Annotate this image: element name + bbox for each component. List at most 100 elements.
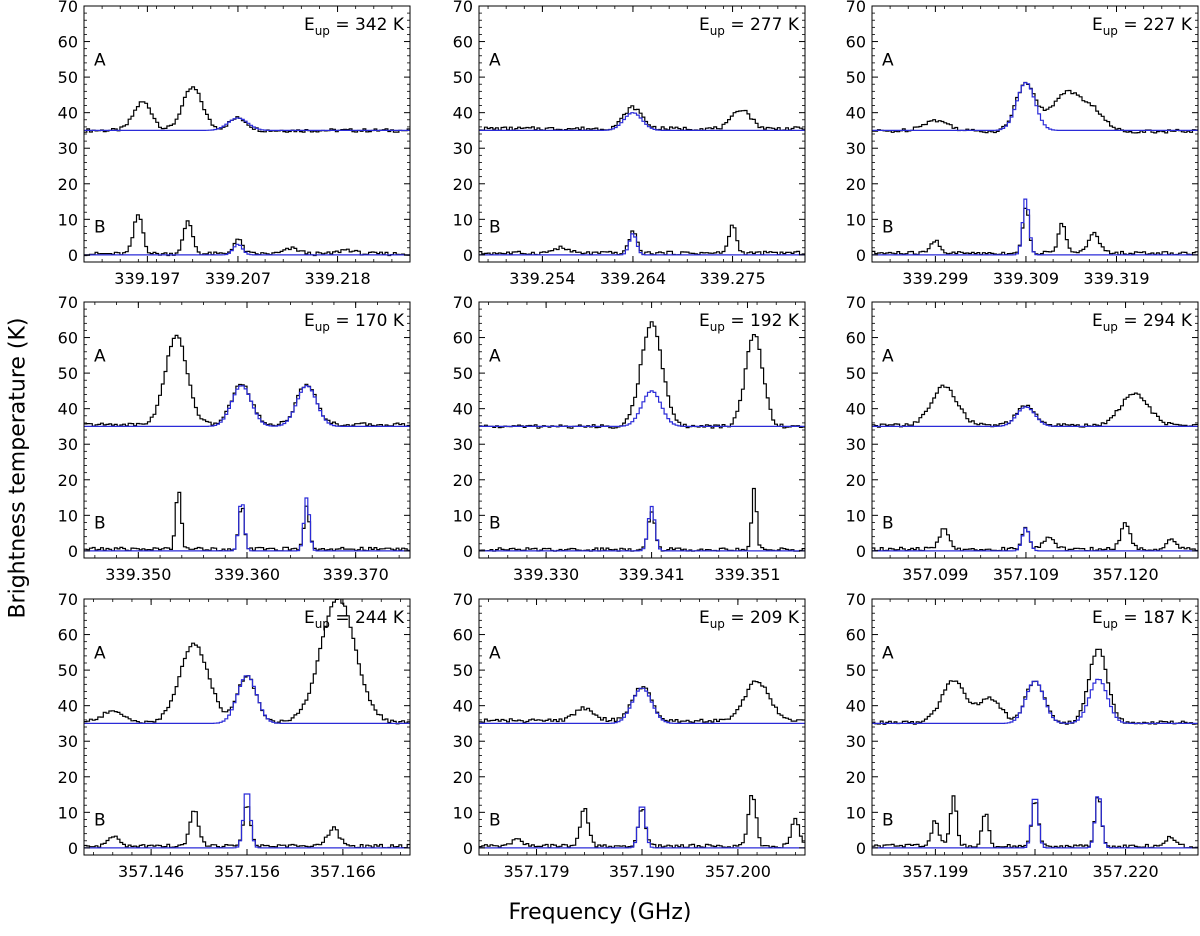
y-tick-label: 60: [58, 33, 78, 52]
eup-label: Eup = 277 K: [699, 15, 800, 38]
observed-B-trace: [872, 207, 1198, 256]
model-A-trace: [872, 82, 1198, 131]
y-tick-label: 10: [846, 803, 866, 822]
model-B-trace: [479, 806, 805, 849]
plot-frame: [83, 5, 411, 263]
y-tick-label: 40: [846, 104, 866, 123]
x-tick-label: 357.190: [609, 862, 675, 881]
y-tick-label: 30: [453, 139, 473, 158]
y-tick-label: 10: [453, 506, 473, 525]
x-tick-label: 357.200: [705, 862, 771, 881]
eup-label: Eup = 294 K: [1092, 311, 1193, 334]
y-tick-label: 10: [846, 210, 866, 229]
label-a: A: [489, 643, 501, 663]
x-tick-label: 357.179: [503, 862, 569, 881]
label-a: A: [489, 50, 501, 70]
y-tick-label: 40: [58, 697, 78, 716]
x-tick-label: 339.319: [1083, 269, 1149, 288]
y-tick-label: 50: [453, 68, 473, 87]
y-tick-label: 20: [453, 768, 473, 787]
y-tick-label: 10: [58, 210, 78, 229]
y-tick-label: 40: [453, 697, 473, 716]
plot-frame: [83, 301, 411, 559]
y-tick-label: 50: [453, 661, 473, 680]
observed-B-trace: [479, 224, 805, 256]
y-tick-label: 40: [58, 400, 78, 419]
label-a: A: [882, 643, 894, 663]
panel-5: 0 10 20 30 40 50 60 70 339.330 339.341 339.351 A B Eu…: [453, 293, 806, 584]
observed-B-trace: [872, 522, 1198, 552]
y-tick-label: 0: [68, 839, 78, 858]
x-tick-label: 339.299: [902, 269, 968, 288]
observed-B-trace: [872, 795, 1198, 849]
plot-frame: [83, 598, 411, 856]
label-a: A: [94, 346, 106, 366]
label-b: B: [882, 513, 894, 533]
label-a: A: [94, 50, 106, 70]
y-tick-label: 60: [846, 626, 866, 645]
y-tick-label: 60: [846, 33, 866, 52]
x-tick-label: 357.210: [1002, 862, 1068, 881]
y-tick-label: 20: [58, 768, 78, 787]
y-tick-label: 70: [58, 0, 78, 16]
y-tick-label: 30: [846, 139, 866, 158]
y-tick-label: 0: [463, 246, 473, 265]
model-A-trace: [479, 687, 805, 724]
x-tick-label: 339.218: [304, 269, 370, 288]
x-tick-label: 339.341: [619, 565, 685, 584]
x-tick-label: 339.197: [114, 269, 180, 288]
x-tick-label: 357.199: [902, 862, 968, 881]
y-tick-label: 60: [58, 329, 78, 348]
model-A-trace: [479, 390, 805, 427]
y-tick-label: 0: [463, 839, 473, 858]
model-A-trace: [872, 406, 1198, 427]
label-b: B: [882, 217, 894, 237]
observed-A-trace: [479, 105, 805, 131]
y-tick-label: 10: [58, 506, 78, 525]
model-B-trace: [872, 198, 1198, 256]
plot-frame: [478, 5, 806, 263]
y-tick-label: 20: [846, 471, 866, 490]
model-B-trace: [872, 527, 1198, 552]
y-tick-label: 70: [453, 0, 473, 16]
panel-6: 0 10 20 30 40 50 60 70 357.099 357.109 357.120 A B Eu…: [846, 293, 1199, 584]
eup-label: Eup = 209 K: [699, 608, 800, 631]
y-tick-label: 70: [453, 590, 473, 609]
x-tick-label: 357.099: [902, 565, 968, 584]
eup-label: Eup = 244 K: [304, 608, 405, 631]
plot-frame: [871, 301, 1199, 559]
model-B-trace: [872, 796, 1198, 849]
y-axis-label-text: Brightness temperature (K): [5, 317, 31, 619]
y-tick-label: 50: [58, 364, 78, 383]
y-tick-label: 10: [846, 506, 866, 525]
y-tick-label: 20: [846, 768, 866, 787]
y-tick-label: 10: [453, 803, 473, 822]
x-tick-label: 339.350: [105, 565, 171, 584]
y-tick-label: 30: [846, 732, 866, 751]
label-b: B: [94, 217, 106, 237]
y-tick-label: 30: [453, 732, 473, 751]
eup-label: Eup = 187 K: [1092, 608, 1193, 631]
label-b: B: [94, 810, 106, 830]
y-tick-label: 10: [453, 210, 473, 229]
plot-frame: [478, 598, 806, 856]
y-tick-label: 40: [58, 104, 78, 123]
model-A-trace: [872, 678, 1198, 724]
y-tick-label: 20: [453, 471, 473, 490]
y-tick-label: 70: [453, 293, 473, 312]
observed-B-trace: [479, 487, 805, 552]
model-B-trace: [479, 505, 805, 552]
observed-A-trace: [84, 334, 410, 427]
x-tick-label: 357.166: [310, 862, 376, 881]
model-A-trace: [84, 675, 410, 724]
x-axis-label: Frequency (GHz): [508, 900, 692, 925]
eup-label: Eup = 170 K: [304, 311, 405, 334]
observed-B-trace: [84, 806, 410, 849]
x-tick-label: 339.275: [699, 269, 765, 288]
x-tick-label: 339.330: [513, 565, 579, 584]
y-tick-label: 30: [453, 435, 473, 454]
panel-3: 0 10 20 30 40 50 60 70 339.299 339.309 339.319 A B Eu…: [846, 0, 1199, 288]
y-tick-label: 30: [58, 435, 78, 454]
x-tick-label: 357.156: [214, 862, 280, 881]
